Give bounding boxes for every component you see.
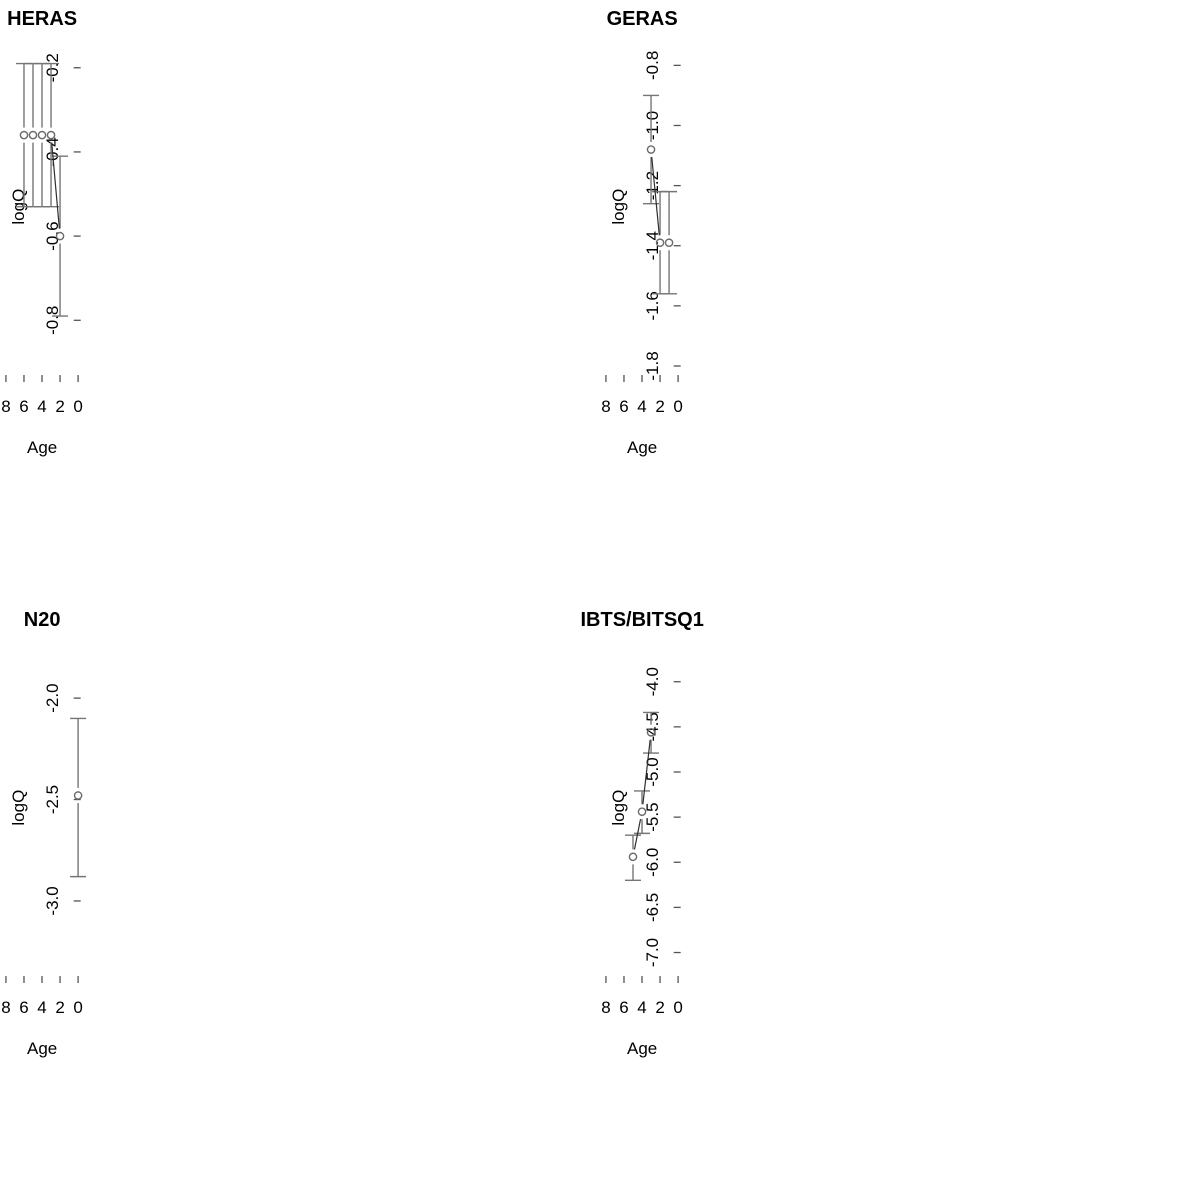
y-tick-label: -1.8	[643, 351, 662, 380]
series-line-segment	[642, 739, 651, 805]
x-tick-label: 2	[655, 998, 664, 1017]
x-tick-label: 0	[673, 998, 682, 1017]
data-point-circle	[646, 145, 656, 154]
x-tick-label: 6	[619, 397, 628, 416]
y-tick-label: -0.8	[43, 306, 62, 335]
x-tick-label: 4	[637, 397, 646, 416]
data-point-circle	[73, 791, 83, 800]
x-tick-label: 6	[19, 998, 28, 1017]
data-point-circle	[664, 238, 674, 248]
data-point-circle	[37, 130, 47, 140]
y-axis-label: logQ	[9, 790, 28, 826]
x-axis-label: Age	[27, 438, 57, 457]
x-tick-label: 2	[55, 998, 64, 1017]
x-axis-label: Age	[27, 1039, 57, 1058]
y-tick-label: -6.0	[643, 848, 662, 877]
x-tick-label: 4	[637, 998, 646, 1017]
y-tick-label: -5.5	[643, 802, 662, 831]
x-tick-label: 0	[73, 397, 82, 416]
chart-title: GERAS	[607, 8, 678, 30]
x-tick-label: 4	[37, 998, 46, 1017]
data-point-circle	[55, 231, 65, 241]
x-tick-label: 0	[673, 397, 682, 416]
data-point-circle	[655, 238, 665, 248]
chart-title: HERAS	[7, 8, 77, 30]
y-tick-label: -0.2	[43, 53, 62, 82]
series-line-segment	[51, 142, 60, 229]
x-tick-label: 6	[619, 998, 628, 1017]
y-tick-label: -0.6	[43, 221, 62, 250]
y-tick-label: -1.4	[643, 231, 662, 260]
x-tick-label: 4	[37, 397, 46, 416]
x-tick-label: 8	[601, 397, 610, 416]
panel-ibts-bitsq1-chart: IBTS/BITSQ102468-4.0-4.5-5.0-5.5-6.0-6.5…	[580, 609, 703, 1058]
x-tick-label: 8	[1, 397, 10, 416]
y-tick-label: -2.5	[43, 785, 62, 814]
y-tick-label: -4.0	[643, 667, 662, 696]
data-point-circle	[646, 727, 656, 737]
data-point-circle	[28, 130, 38, 140]
y-tick-label: -1.6	[643, 291, 662, 320]
x-tick-label: 8	[1, 998, 10, 1017]
data-point-circle	[628, 852, 638, 862]
y-axis-label: logQ	[609, 790, 628, 826]
x-tick-label: 0	[73, 998, 82, 1017]
x-tick-label: 6	[19, 397, 28, 416]
y-tick-label: -1.0	[643, 111, 662, 140]
x-tick-label: 2	[655, 397, 664, 416]
y-tick-label: -6.5	[643, 893, 662, 922]
series-line-segment	[633, 818, 642, 850]
y-tick-label: -2.0	[43, 683, 62, 712]
data-point-circle	[19, 130, 29, 140]
y-tick-label: -3.0	[43, 886, 62, 915]
y-tick-label: -0.8	[643, 51, 662, 80]
x-axis-label: Age	[627, 1039, 657, 1058]
y-tick-label: -7.0	[643, 938, 662, 967]
y-tick-label: -1.2	[643, 171, 662, 200]
chart-title: IBTS/BITSQ1	[580, 609, 703, 631]
data-point-circle	[46, 130, 56, 140]
x-tick-label: 2	[55, 397, 64, 416]
x-axis-label: Age	[627, 438, 657, 457]
x-tick-label: 8	[601, 998, 610, 1017]
data-point-circle	[637, 807, 647, 817]
y-tick-label: -4.5	[643, 712, 662, 741]
y-axis-label: logQ	[609, 189, 628, 225]
chart-title: N20	[24, 609, 61, 631]
series-line-segment	[651, 156, 660, 236]
